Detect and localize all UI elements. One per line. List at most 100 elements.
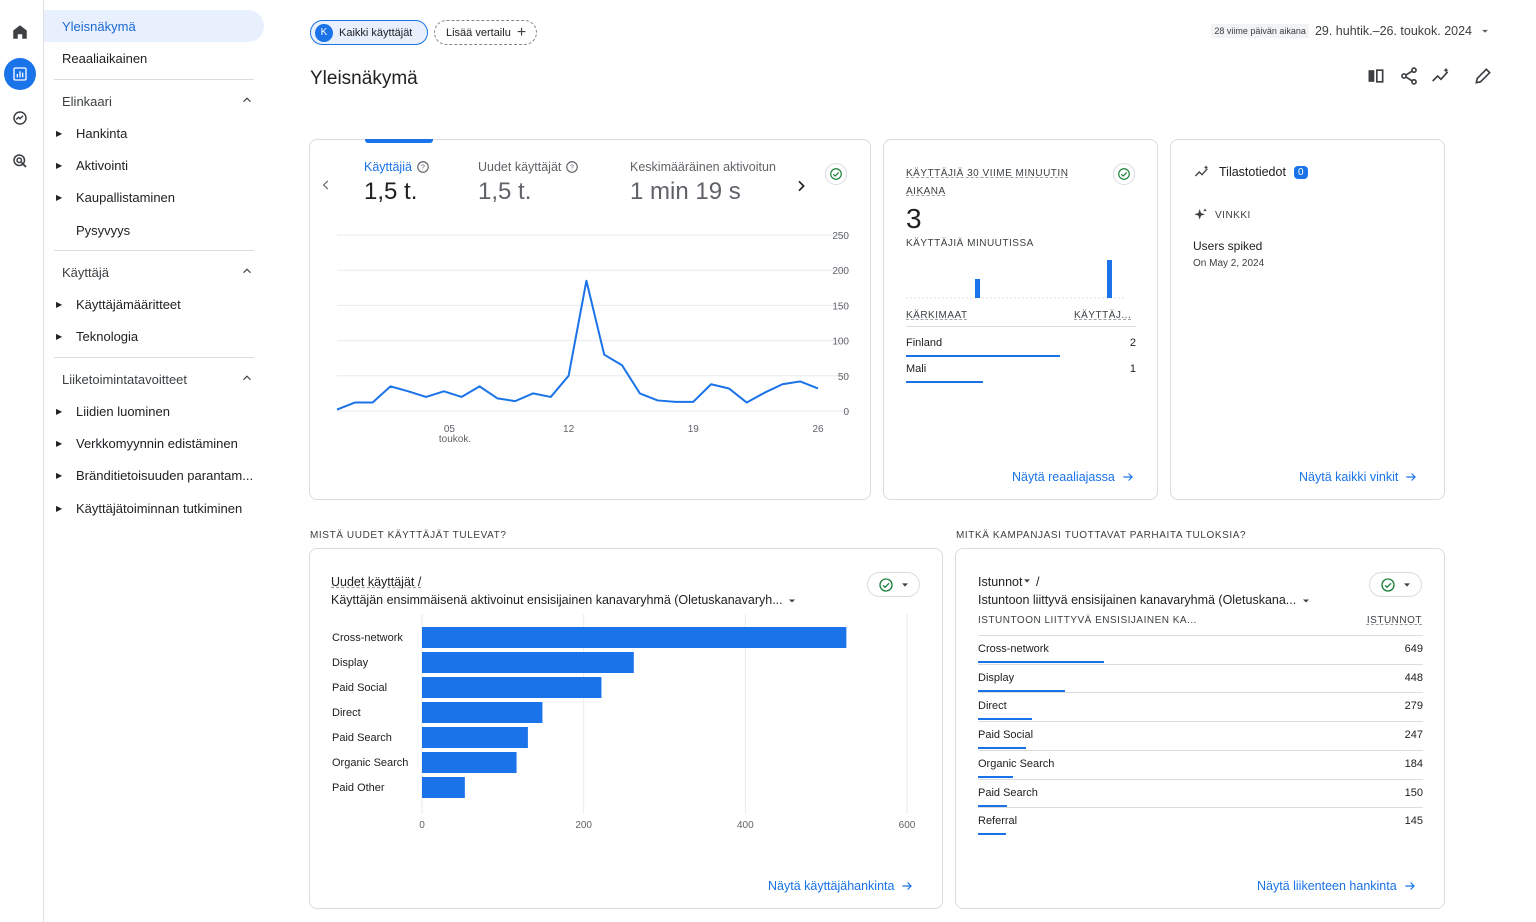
sidebar-item-leads[interactable]: ▶ Liidien luominen (44, 395, 264, 427)
chevron-left-icon[interactable] (319, 178, 333, 192)
explore-icon[interactable] (4, 102, 36, 134)
arrow-right-icon (902, 882, 913, 890)
status-check-icon[interactable] (825, 163, 847, 185)
insight-title[interactable]: Users spiked (1193, 239, 1263, 253)
dimension-column-header[interactable]: ISTUNTOON LIITTYVÄ ENSISIJAINEN KA... (978, 615, 1197, 626)
chevron-right-icon[interactable] (793, 178, 809, 194)
y-tick-label: 0 (843, 407, 849, 418)
table-row-label[interactable]: Paid Social (978, 729, 1034, 742)
metric-tab-avg-engagement[interactable]: Keskimääräinen aktivoitun 1 min 19 s (630, 160, 776, 206)
minute-bar[interactable] (1107, 260, 1112, 298)
realtime-title: KÄYTTÄJIÄ 30 VIIME MINUUTIN AIKANA (906, 165, 1068, 201)
view-traffic-acquisition-link[interactable]: Näytä liikenteen hankinta (1257, 879, 1417, 893)
share-icon[interactable] (1399, 66, 1419, 91)
table-row-label[interactable]: Cross-network (978, 643, 1049, 655)
status-check-icon (878, 577, 893, 592)
category-label: Paid Social (332, 682, 387, 694)
arrow-right-icon (1123, 473, 1133, 481)
bar-cross-network[interactable] (422, 627, 847, 648)
category-label: Cross-network (332, 632, 403, 644)
view-user-acquisition-link[interactable]: Näytä käyttäjähankinta (768, 879, 914, 893)
nav-rail (0, 0, 44, 922)
bar-paid-search[interactable] (422, 727, 528, 748)
table-row-label[interactable]: Display (978, 671, 1015, 684)
view-all-insights-link[interactable]: Näytä kaikki vinkit (1299, 470, 1418, 484)
tip-header: VINKKI (1193, 207, 1251, 223)
metric-tab-users[interactable]: Käyttäjiä ? 1,5 t. (364, 160, 430, 206)
sidebar-section-business[interactable]: Liiketoimintatavoitteet (44, 365, 254, 393)
comparison-chip-all-users[interactable]: K Kaikki käyttäjät (310, 20, 428, 45)
sidebar-item-behavior[interactable]: ▶ Käyttäjätoiminnan tutkiminen (44, 492, 264, 524)
card-title-dimension: Istuntoon liittyvä ensisijainen kanavary… (978, 593, 1297, 607)
minute-bar[interactable] (975, 279, 980, 298)
sidebar-item-aktivointi[interactable]: ▶ Aktivointi (44, 149, 264, 181)
category-label: Display (332, 657, 369, 669)
card-title-dimension: Käyttäjän ensimmäisenä aktivoinut ensisi… (331, 593, 783, 607)
card-title-metric: Uudet käyttäjät / (331, 575, 422, 589)
table-row-label[interactable]: Direct (978, 700, 1007, 713)
compare-icon[interactable] (1366, 66, 1386, 91)
sidebar-item-realtime[interactable]: Reaaliaikainen (44, 42, 264, 74)
help-icon[interactable]: ? (565, 160, 579, 174)
sidebar-item-label: Verkkomyynnin edistäminen (76, 435, 238, 451)
bar-display[interactable] (422, 652, 634, 673)
sidebar-item-label: Pysyvyys (76, 222, 131, 238)
table-row-bar (978, 689, 1065, 692)
row-divider (906, 326, 1136, 327)
sidebar-section-user[interactable]: Käyttäjä (44, 258, 254, 286)
table-row-label[interactable]: Paid Search (978, 786, 1038, 799)
dropdown-arrow-icon (901, 582, 908, 587)
category-label: Paid Search (332, 732, 392, 744)
country-value: 2 (1129, 337, 1136, 349)
page-title: Yleisnäkymä (310, 68, 418, 89)
help-icon[interactable]: ? (416, 160, 430, 174)
per-minute-label: KÄYTTÄJIÄ MINUUTISSA (906, 238, 1034, 249)
advertising-icon[interactable] (4, 145, 36, 177)
insights-icon[interactable] (1430, 66, 1452, 91)
reports-icon[interactable] (4, 58, 36, 90)
date-range-picker[interactable]: 28 viime päivän aikana 29. huhtik.–26. t… (1211, 24, 1492, 38)
y-tick-label: 250 (832, 231, 849, 242)
bar-organic-search[interactable] (422, 752, 517, 773)
card-title[interactable]: Uudet käyttäjät / Käyttäjän ensimmäisenä… (331, 573, 798, 609)
metric-tab-new-users[interactable]: Uudet käyttäjät ? 1,5 t. (478, 160, 579, 206)
insights-count-badge: 0 (1293, 165, 1308, 179)
sidebar-section-lifecycle[interactable]: Elinkaari (44, 87, 254, 115)
edit-icon[interactable] (1473, 66, 1493, 91)
home-icon[interactable] (4, 16, 36, 48)
table-row-label[interactable]: Organic Search (978, 757, 1055, 770)
x-tick-label: 05 (444, 424, 456, 435)
expand-arrow-icon: ▶ (56, 406, 63, 416)
sidebar-item-tech[interactable]: ▶ Teknologia (44, 320, 264, 352)
plus-icon: + (516, 23, 527, 41)
sidebar-item-pysyvyys[interactable]: Pysyvyys (44, 214, 264, 246)
bar-direct[interactable] (422, 702, 543, 723)
card-options-button[interactable] (1369, 572, 1422, 597)
bar-paid-other[interactable] (422, 777, 465, 798)
view-realtime-link[interactable]: Näytä reaaliajassa (1012, 470, 1135, 484)
sidebar-item-sales[interactable]: ▶ Verkkomyynnin edistäminen (44, 427, 264, 459)
arrow-right-icon (1406, 473, 1417, 481)
add-comparison-label: Lisää vertailu (446, 26, 511, 39)
sidebar-item-overview[interactable]: Yleisnäkymä (44, 10, 264, 42)
sidebar-item-label: Hankinta (76, 125, 128, 141)
metric-label: Uudet käyttäjät ? (478, 160, 579, 174)
table-row-bar (978, 775, 1013, 778)
card-title[interactable]: Istunnot / Istuntoon liittyvä ensisijain… (978, 573, 1312, 609)
sidebar-item-kaupallistaminen[interactable]: ▶ Kaupallistaminen (44, 181, 264, 213)
table-row-label[interactable]: Referral (978, 815, 1018, 828)
category-label: Direct (332, 707, 361, 719)
category-label: Organic Search (332, 757, 408, 769)
expand-arrow-icon: ▶ (56, 331, 63, 341)
sidebar-item-hankinta[interactable]: ▶ Hankinta (44, 117, 264, 149)
sidebar-item-brand[interactable]: ▶ Bränditietoisuuden parantam... (44, 459, 264, 491)
status-check-icon[interactable] (1113, 163, 1135, 185)
add-comparison-button[interactable]: Lisää vertailu + (434, 20, 537, 45)
divider (54, 250, 254, 251)
dropdown-arrow-icon (789, 599, 796, 603)
sidebar-item-user-attributes[interactable]: ▶ Käyttäjämääritteet (44, 288, 264, 320)
sessions-column-header[interactable]: ISTUNNOT (1366, 615, 1422, 626)
bar-paid-social[interactable] (422, 677, 602, 698)
card-options-button[interactable] (867, 572, 920, 597)
realtime-count: 3 (906, 203, 922, 234)
